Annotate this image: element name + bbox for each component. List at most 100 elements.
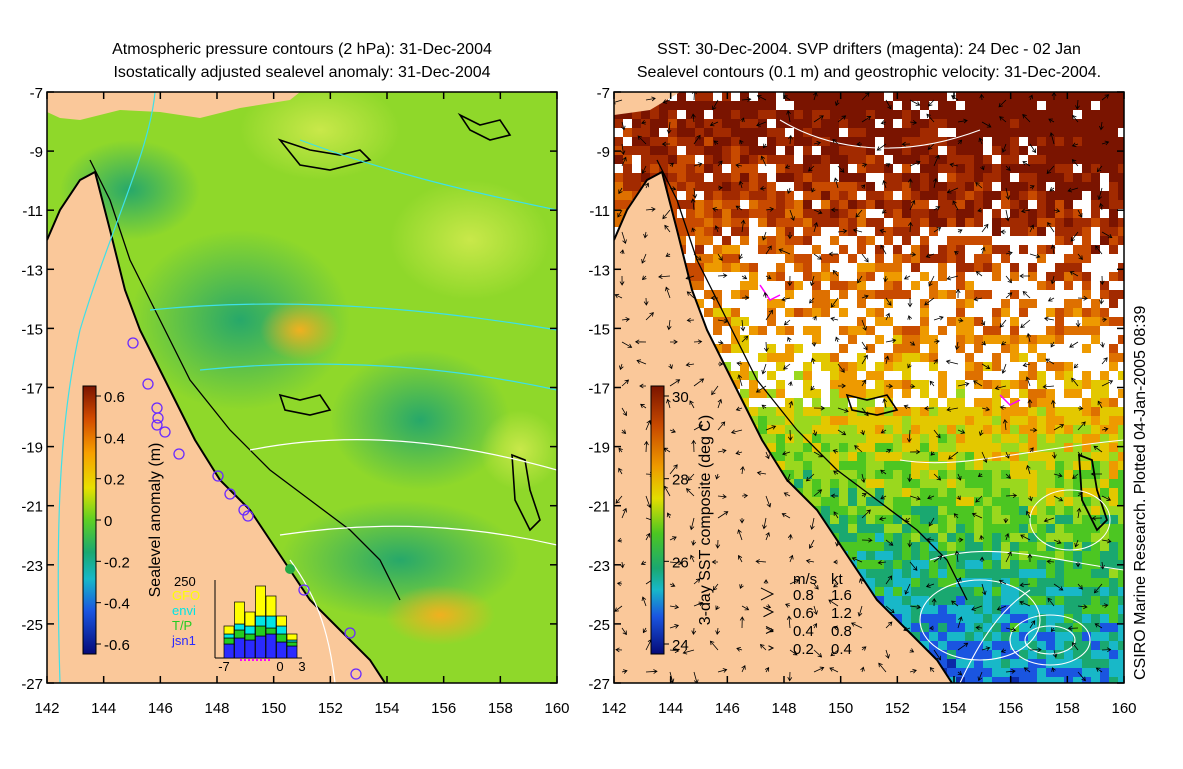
right-title-line2: Sealevel contours (0.1 m) and geostrophi… [637,64,1101,81]
inset-y-tick: 250 [174,574,196,589]
velocity-arrow-sample [765,626,775,634]
x-tick-label-right: 156 [998,700,1023,717]
velocity-ms: 0.2 [793,641,814,658]
sst-colorbar-label: 3-day SST composite (deg C) [697,415,714,625]
land-queensland-right [614,92,952,683]
inset-x-tick: 0 [276,659,283,674]
colorbar-tick-label: -0.6 [104,637,130,654]
inset-legend-tp: T/P [172,618,192,633]
velocity-legend: m/s kt 0.8 1.60.6 1.20.4 0.80.2 0.4 [760,571,852,658]
x-tick-label-right: 142 [601,700,626,717]
x-tick-label-left: 144 [91,700,116,717]
x-tick-label-right: 158 [1055,700,1080,717]
velocity-arrow-sample [768,645,775,651]
reef-outline [89,159,401,601]
inset-bar-segment [244,639,256,659]
inset-x-tick: -7 [218,659,230,674]
velocity-kt: 1.6 [831,587,852,604]
colorbar-tick-label: 0.2 [104,472,125,489]
inset-bar-segment [265,633,277,659]
y-tick-label-right: -25 [588,617,610,634]
y-tick-label-right: -7 [597,85,610,102]
x-tick-label-left: 154 [374,700,399,717]
inset-legend-gfo: GFO [172,588,200,603]
velocity-ms: 0.6 [793,605,814,622]
island-outline [277,138,372,171]
inset-bar-segment [223,625,235,635]
inset-x-tick: 3 [298,659,305,674]
sealevel-anomaly-map [47,92,557,683]
x-tick-label-right: 154 [941,700,966,717]
colorbar-tick-label: 28 [672,472,689,489]
left-title-line1: Atmospheric pressure contours (2 hPa): 3… [112,41,492,58]
y-tick-label-left: -19 [21,440,43,457]
ssa-colorbar-ticks: 0.6 0.4 0.2 0 -0.2 -0.4 -0.6 [96,389,130,654]
ssa-colorbar-label: Sealevel anomaly (m) [147,443,164,598]
x-tick-label-left: 150 [261,700,286,717]
axis-ticks: -7 -7 -9 -9 -11 -11 -13 -13 -15 -15 -17 -17 -19 -19 -2… [21,85,1136,717]
y-tick-label-left: -17 [21,381,43,398]
colorbar-tick-label: 0.4 [104,430,125,447]
y-tick-label-left: -21 [21,499,43,516]
velocity-unit-kt: kt [831,571,844,588]
inset-bar-segment [255,615,266,627]
x-tick-label-right: 160 [1111,700,1136,717]
inset-bar-segment [234,623,245,631]
x-tick-label-right: 146 [715,700,740,717]
inset-bar-segment [223,643,235,659]
credit-text: CSIRO Marine Research. Plotted 04-Jan-20… [1132,305,1149,680]
sealevel-contours [779,119,1124,683]
inset-bar-segment [244,633,256,641]
y-tick-label-left: -27 [21,676,43,693]
velocity-ms: 0.8 [793,587,814,604]
inset-bar-segment [234,629,245,639]
x-tick-label-left: 160 [544,700,569,717]
left-title-line2: Isostatically adjusted sealevel anomaly:… [113,64,490,81]
colorbar-tick-label: 0.6 [104,389,125,406]
right-title-line1: SST: 30-Dec-2004. SVP drifters (magenta)… [657,41,1081,58]
inset-bar-segment [255,585,266,617]
inset-legend-envi: envi [172,603,196,618]
inset-bar-segment [265,627,277,635]
inset-bar-segment [276,615,287,627]
velocity-kt: 0.4 [831,641,852,658]
land-png [47,92,300,120]
inset-bar-segment [244,611,256,627]
sst-colorbar [650,385,665,655]
y-tick-label-right: -27 [588,676,610,693]
y-tick-label-left: -9 [30,144,43,161]
y-tick-label-right: -11 [589,203,610,220]
velocity-kt: 0.8 [831,623,852,640]
inset-bar-segment [234,637,245,659]
land-queensland [47,92,385,683]
y-tick-label-right: -17 [588,381,610,398]
x-tick-label-left: 142 [34,700,59,717]
x-tick-label-right: 152 [885,700,910,717]
y-tick-label-right: -9 [597,144,610,161]
y-tick-label-right: -23 [588,558,610,575]
x-tick-label-left: 152 [318,700,343,717]
y-tick-label-right: -19 [588,440,610,457]
coastline [47,170,386,683]
geostrophic-velocity-arrows [614,92,1114,683]
velocity-ms: 0.4 [793,623,814,640]
x-tick-label-right: 148 [771,700,796,717]
tide-gauge-markers [127,337,362,680]
ssa-colorbar [82,385,97,655]
y-tick-label-left: -25 [21,617,43,634]
inset-bar-segment [276,633,287,643]
x-tick-label-right: 150 [828,700,853,717]
x-tick-label-left: 158 [488,700,513,717]
colorbar-tick-label: -0.2 [104,554,130,571]
inset-bar-segment [286,645,298,659]
y-tick-label-left: -11 [22,203,43,220]
y-tick-label-left: -15 [21,321,43,338]
y-tick-label-left: -13 [21,262,43,279]
inset-bar-segment [265,595,277,617]
inset-bar-segment [276,641,287,659]
velocity-kt: 1.2 [831,605,852,622]
inset-legend-jsn1: jsn1 [171,633,196,648]
colorbar-tick-label: 26 [672,554,689,571]
